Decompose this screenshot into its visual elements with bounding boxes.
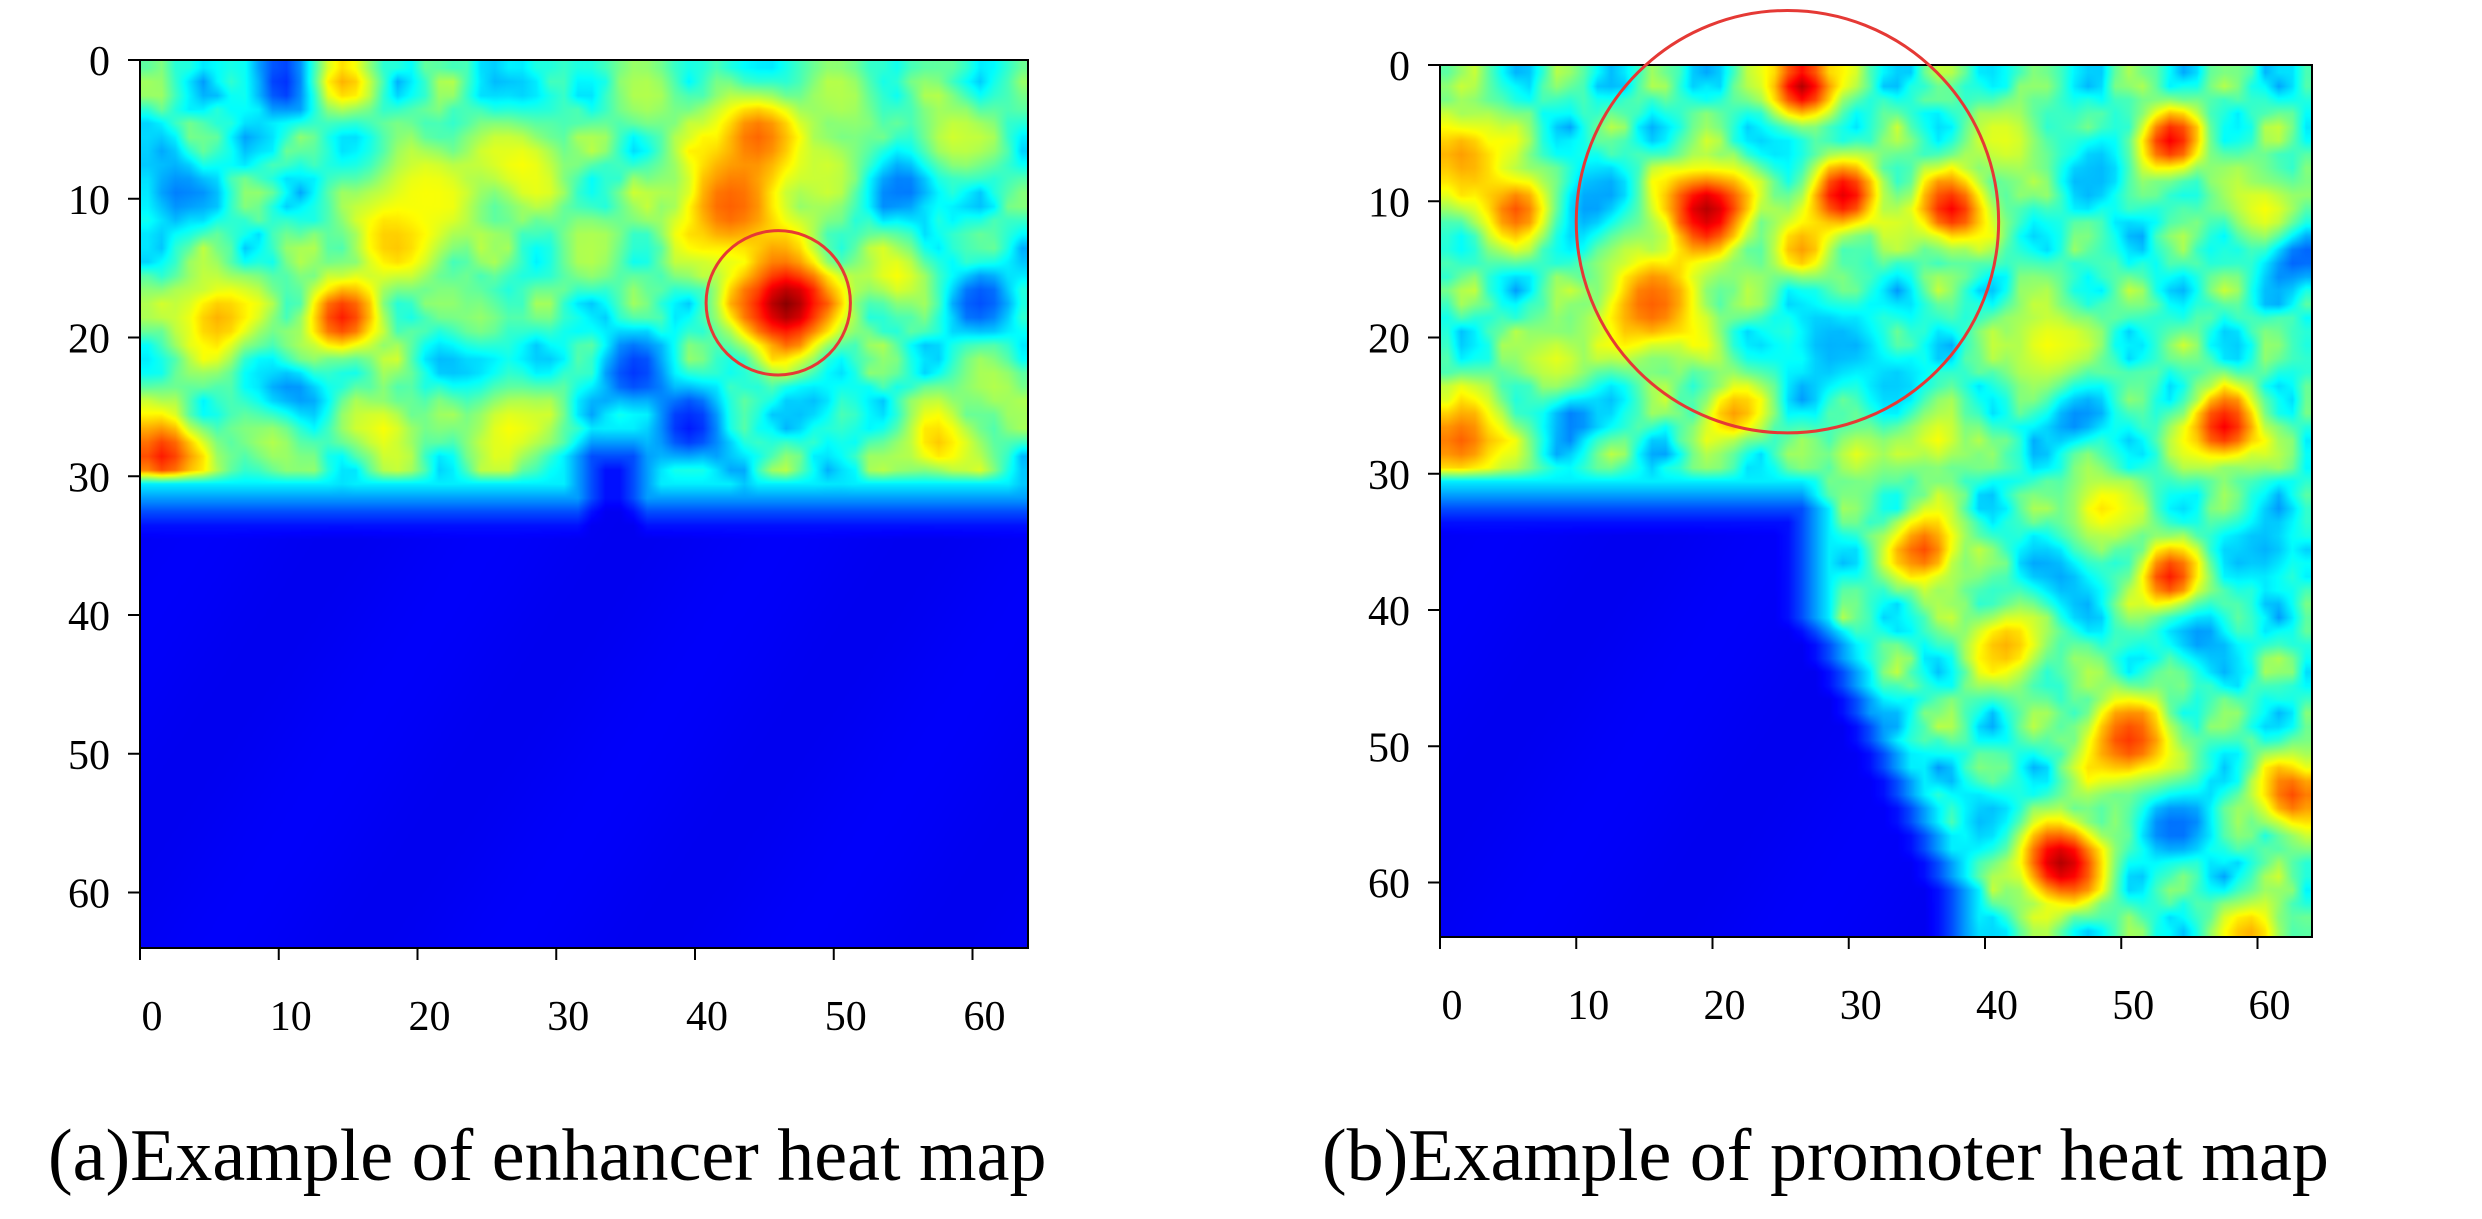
promoter-plot-frame — [1439, 64, 2313, 938]
enhancer-x-tick-label: 30 — [547, 994, 589, 1040]
enhancer-annotation-layer — [704, 229, 852, 377]
enhancer-x-tick-label: 60 — [964, 994, 1006, 1040]
promoter-x-tick-label: 0 — [1442, 983, 1463, 1029]
promoter-x-tick-label: 10 — [1567, 983, 1609, 1029]
promoter-annotation-layer — [1574, 9, 2001, 435]
enhancer-caption: (a)Example of enhancer heat map — [48, 1115, 1046, 1197]
enhancer-y-tick-label: 0 — [89, 39, 110, 85]
enhancer-y-tick-label: 60 — [68, 872, 110, 918]
promoter-y-tick-label: 60 — [1368, 862, 1410, 908]
enhancer-x-tick-label: 0 — [142, 994, 163, 1040]
promoter-y-tick-label: 20 — [1368, 317, 1410, 363]
promoter-x-tick-label: 40 — [1976, 983, 2018, 1029]
enhancer-heatmap-panel: 0 10 20 30 40 50 60 0 10 20 30 40 50 60 (a)Example of… — [48, 39, 1046, 1197]
promoter-heatmap-image — [1440, 65, 2312, 937]
enhancer-y-tick-label: 10 — [68, 178, 110, 224]
promoter-highlight-circle — [1574, 9, 2001, 435]
enhancer-x-tick-label: 10 — [270, 994, 312, 1040]
promoter-heatmap-panel: 0 10 20 30 40 50 60 0 10 20 30 40 50 60 (b)Example of… — [1322, 9, 2329, 1197]
promoter-y-tick-label: 0 — [1389, 44, 1410, 90]
promoter-x-tick-label: 20 — [1704, 983, 1746, 1029]
enhancer-highlight-circle — [704, 229, 852, 377]
enhancer-heatmap-image — [140, 60, 1028, 948]
enhancer-y-tick-label: 50 — [68, 733, 110, 779]
enhancer-x-tick-label: 40 — [686, 994, 728, 1040]
enhancer-y-tick-label: 30 — [68, 455, 110, 501]
enhancer-x-tick-label: 50 — [825, 994, 867, 1040]
promoter-caption: (b)Example of promoter heat map — [1322, 1115, 2329, 1197]
promoter-heatmap-axes: 0 10 20 30 40 50 60 0 10 20 30 40 50 60 — [1368, 44, 2313, 1029]
promoter-x-tick-label: 60 — [2249, 983, 2291, 1029]
promoter-x-tick-label: 50 — [2112, 983, 2154, 1029]
enhancer-heatmap-axes: 0 10 20 30 40 50 60 0 10 20 30 40 50 60 — [68, 39, 1029, 1040]
promoter-y-tick-label: 30 — [1368, 453, 1410, 499]
enhancer-plot-frame — [139, 59, 1029, 949]
enhancer-y-tick-label: 20 — [68, 317, 110, 363]
promoter-y-tick-label: 50 — [1368, 725, 1410, 771]
enhancer-x-tick-label: 20 — [409, 994, 451, 1040]
enhancer-y-tick-label: 40 — [68, 594, 110, 640]
promoter-y-tick-label: 10 — [1368, 180, 1410, 226]
promoter-x-tick-label: 30 — [1840, 983, 1882, 1029]
promoter-y-tick-label: 40 — [1368, 589, 1410, 635]
